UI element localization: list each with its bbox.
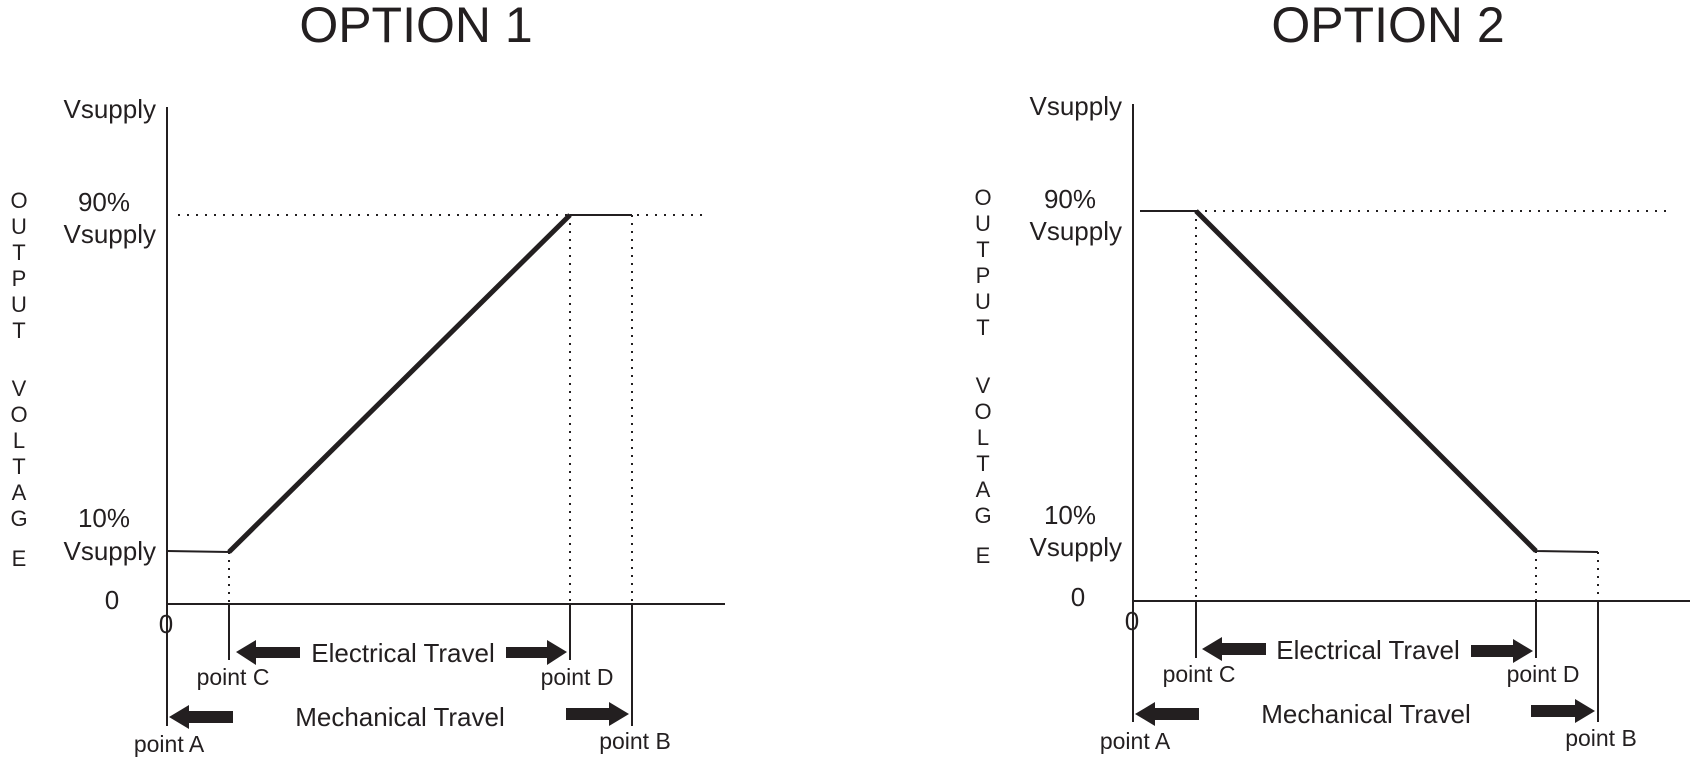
option-1-point-labels: point C point D point A point B bbox=[134, 664, 671, 757]
point-d-label: point D bbox=[541, 664, 614, 690]
mechanical-travel-left-arrow bbox=[169, 705, 233, 729]
option-1-y-ticks: Vsupply 90% Vsupply 10% Vsupply 0 0 bbox=[64, 94, 174, 639]
axis-letter: T bbox=[12, 240, 25, 265]
axis-letter: O bbox=[10, 188, 27, 213]
electrical-travel-label: Electrical Travel bbox=[1276, 635, 1460, 665]
tick-90-vsupply: Vsupply bbox=[1030, 216, 1123, 246]
axis-letter: L bbox=[13, 428, 25, 453]
axis-letter: U bbox=[975, 211, 991, 236]
axis-letter: E bbox=[976, 543, 991, 568]
axis-letter: E bbox=[12, 546, 27, 571]
electrical-travel-right-arrow bbox=[1471, 639, 1533, 663]
tick-zero: 0 bbox=[1071, 582, 1085, 612]
option-2-y-axis-label: O U T P U T V O L T A G E bbox=[974, 185, 991, 568]
tick-10-vsupply: Vsupply bbox=[64, 536, 157, 566]
axis-letter: T bbox=[976, 315, 989, 340]
axis-letter: O bbox=[974, 185, 991, 210]
electrical-travel-left-arrow bbox=[236, 640, 300, 665]
point-d-label: point D bbox=[1507, 661, 1580, 687]
point-b-label: point B bbox=[1565, 725, 1637, 751]
electrical-travel-label: Electrical Travel bbox=[311, 638, 495, 668]
point-a-label: point A bbox=[1100, 728, 1171, 754]
axis-letter: T bbox=[976, 237, 989, 262]
option-2-electrical-slope bbox=[1194, 209, 1538, 553]
tick-10-percent: 10% bbox=[1044, 500, 1096, 530]
axis-letter: L bbox=[977, 425, 989, 450]
axis-letter: P bbox=[12, 266, 27, 291]
axis-letter: A bbox=[976, 477, 991, 502]
electrical-travel-right-arrow bbox=[506, 640, 567, 665]
axis-letter: P bbox=[976, 263, 991, 288]
point-c-label: point C bbox=[1163, 661, 1236, 687]
axis-letter: O bbox=[974, 399, 991, 424]
mechanical-travel-label: Mechanical Travel bbox=[1261, 699, 1471, 729]
tick-10-vsupply: Vsupply bbox=[1030, 532, 1123, 562]
point-a-label: point A bbox=[134, 731, 205, 757]
mechanical-travel-label: Mechanical Travel bbox=[295, 702, 505, 732]
axis-letter: G bbox=[10, 506, 27, 531]
option-1-diagram: OPTION 1 O U T P U T V O L T A G E Vsupp… bbox=[10, 0, 725, 757]
axis-letter: U bbox=[11, 292, 27, 317]
axis-letter: G bbox=[974, 503, 991, 528]
tick-vsupply: Vsupply bbox=[64, 94, 157, 124]
mechanical-travel-right-arrow bbox=[566, 702, 629, 726]
electrical-travel-left-arrow bbox=[1202, 637, 1266, 661]
option-2-diagram: OPTION 2 O U T P U T V O L T A G E Vsupp… bbox=[974, 0, 1690, 754]
axis-letter: U bbox=[975, 289, 991, 314]
option-2-title: OPTION 2 bbox=[1271, 0, 1504, 53]
option-1-y-axis-label: O U T P U T V O L T A G E bbox=[10, 188, 27, 571]
mechanical-travel-left-arrow bbox=[1135, 702, 1199, 726]
tick-vsupply: Vsupply bbox=[1030, 91, 1123, 121]
point-b-label: point B bbox=[599, 728, 671, 754]
axis-letter: T bbox=[12, 454, 25, 479]
axis-letter: O bbox=[10, 402, 27, 427]
axis-letter: V bbox=[976, 373, 991, 398]
tick-90-percent: 90% bbox=[1044, 184, 1096, 214]
axis-letter: A bbox=[12, 480, 27, 505]
option-1-title: OPTION 1 bbox=[299, 0, 532, 53]
tick-10-percent: 10% bbox=[78, 503, 130, 533]
mechanical-travel-right-arrow bbox=[1531, 699, 1595, 723]
tick-90-vsupply: Vsupply bbox=[64, 219, 157, 249]
axis-letter: T bbox=[12, 318, 25, 343]
axis-letter: U bbox=[11, 214, 27, 239]
option-2-y-ticks: Vsupply 90% Vsupply 10% Vsupply 0 0 bbox=[1030, 91, 1140, 636]
point-c-label: point C bbox=[197, 664, 270, 690]
tick-zero: 0 bbox=[105, 585, 119, 615]
axis-letter: V bbox=[12, 376, 27, 401]
tick-90-percent: 90% bbox=[78, 187, 130, 217]
option-1-electrical-slope bbox=[227, 213, 572, 554]
option-2-point-labels: point C point D point A point B bbox=[1100, 661, 1637, 754]
axis-letter: T bbox=[976, 451, 989, 476]
